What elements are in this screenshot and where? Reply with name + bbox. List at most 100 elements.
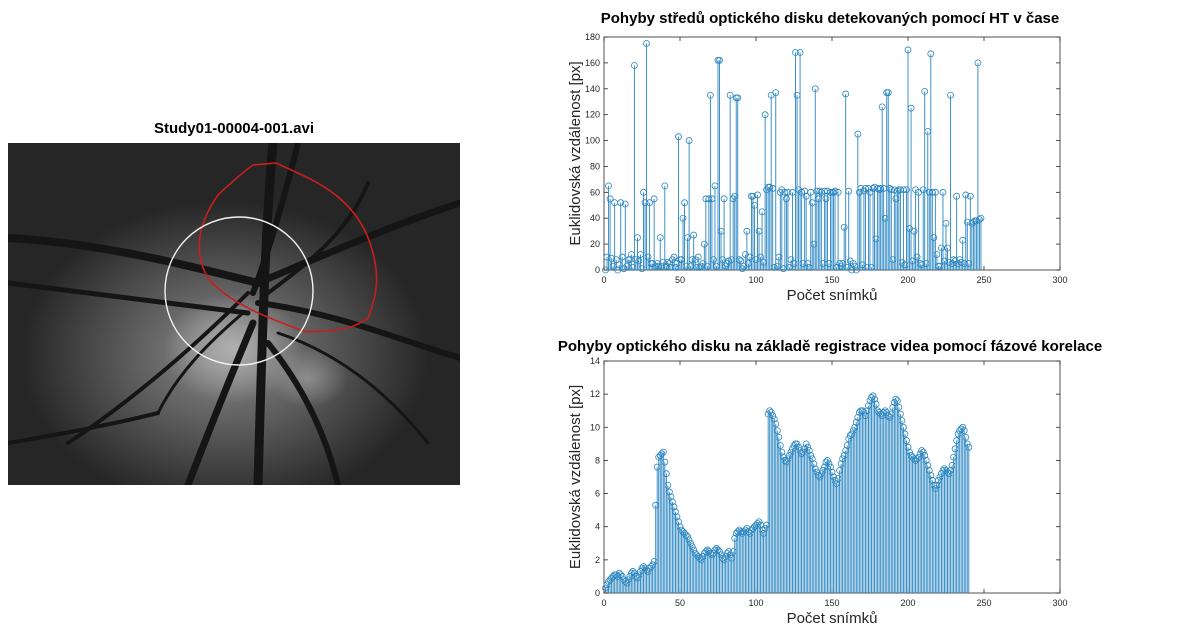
stem-marker bbox=[953, 192, 961, 200]
y-tick-label: 100 bbox=[585, 136, 600, 146]
stem-marker bbox=[706, 91, 714, 99]
stem-marker bbox=[668, 498, 676, 506]
stem-marker bbox=[775, 433, 783, 441]
stem-marker bbox=[682, 531, 690, 539]
stem-marker bbox=[959, 423, 967, 431]
y-tick-label: 4 bbox=[595, 522, 600, 532]
stem-marker bbox=[931, 188, 939, 196]
chart-phase-svg: Pohyby optického disku na základě regist… bbox=[558, 338, 1102, 627]
stem-marker bbox=[766, 183, 774, 191]
stem-marker bbox=[743, 227, 751, 235]
stem-marker bbox=[757, 253, 764, 261]
stem-marker bbox=[830, 188, 837, 196]
stem-marker bbox=[886, 185, 894, 192]
stem-marker bbox=[910, 227, 918, 235]
stem-marker bbox=[667, 493, 675, 501]
stem-marker bbox=[627, 569, 635, 577]
y-tick-label: 20 bbox=[590, 239, 600, 249]
x-tick-label: 250 bbox=[976, 275, 991, 285]
stem-marker bbox=[962, 191, 970, 199]
stem-marker bbox=[919, 448, 927, 456]
stem-marker bbox=[658, 450, 666, 458]
stem-marker bbox=[675, 518, 682, 526]
stem-marker bbox=[930, 234, 938, 242]
stem-marker bbox=[685, 536, 693, 544]
chart-ht-svg: Pohyby středů optického disku detekovaný… bbox=[567, 10, 1068, 304]
chart-ht-movement: Pohyby středů optického disku detekovaný… bbox=[520, 0, 1180, 315]
stem-marker bbox=[720, 195, 728, 203]
stem-marker bbox=[776, 442, 784, 449]
stem-marker bbox=[901, 430, 909, 438]
stem-marker bbox=[906, 448, 913, 456]
stem-marker bbox=[965, 443, 973, 451]
x-tick-label: 0 bbox=[601, 275, 606, 285]
stem-marker bbox=[635, 257, 643, 265]
stem-marker bbox=[681, 199, 688, 207]
stem-marker bbox=[754, 191, 761, 199]
stem-marker bbox=[634, 234, 641, 242]
y-tick-label: 80 bbox=[590, 161, 600, 171]
x-tick-label: 300 bbox=[1052, 598, 1067, 608]
stem-marker bbox=[694, 253, 702, 261]
stem-marker bbox=[925, 466, 933, 474]
stem-marker bbox=[690, 546, 698, 554]
stem-marker bbox=[900, 423, 907, 431]
chart-phase-correlation: Pohyby optického disku na základě regist… bbox=[480, 333, 1180, 633]
stem-marker bbox=[629, 568, 637, 575]
x-tick-label: 100 bbox=[748, 598, 763, 608]
stem-marker bbox=[676, 523, 684, 531]
stem-marker bbox=[807, 452, 815, 459]
stem-marker bbox=[784, 188, 792, 196]
y-tick-label: 0 bbox=[595, 588, 600, 598]
stem-marker bbox=[927, 50, 935, 58]
y-tick-label: 60 bbox=[590, 187, 600, 197]
x-tick-label: 50 bbox=[675, 598, 685, 608]
stem-marker bbox=[716, 548, 723, 555]
optic-disc-highlight bbox=[163, 293, 303, 403]
stem-marker bbox=[904, 443, 912, 451]
y-axis-label: Euklidovská vzdálenost [px] bbox=[567, 385, 584, 569]
y-tick-label: 40 bbox=[590, 213, 600, 223]
stem-marker bbox=[802, 192, 810, 200]
stem-marker bbox=[684, 234, 692, 242]
stem-marker bbox=[726, 91, 734, 99]
stem-marker bbox=[966, 192, 974, 200]
stem-marker bbox=[673, 513, 681, 521]
stem-marker bbox=[661, 182, 669, 190]
stem-marker bbox=[702, 548, 710, 555]
stem-marker bbox=[643, 40, 650, 47]
x-axis-label: Počet snímků bbox=[787, 287, 878, 304]
stem-marker bbox=[779, 453, 787, 461]
stem-marker bbox=[641, 199, 649, 207]
stem-marker bbox=[670, 503, 678, 511]
x-tick-label: 100 bbox=[748, 275, 763, 285]
stem-marker bbox=[631, 62, 638, 69]
stem-marker bbox=[898, 417, 906, 425]
y-tick-label: 10 bbox=[590, 422, 600, 432]
y-tick-label: 6 bbox=[595, 489, 600, 499]
stem-marker bbox=[960, 427, 968, 434]
stem-marker bbox=[621, 200, 629, 208]
chart-title: Pohyby středů optického disku detekovaný… bbox=[601, 10, 1059, 27]
y-tick-label: 14 bbox=[590, 356, 600, 366]
chart-title: Pohyby optického disku na základě regist… bbox=[558, 338, 1102, 355]
stem-marker bbox=[778, 448, 786, 456]
stem-marker bbox=[892, 395, 900, 403]
stem-marker bbox=[656, 234, 664, 242]
y-axis-label: Euklidovská vzdálenost [px] bbox=[567, 61, 584, 245]
stem-marker bbox=[918, 447, 926, 454]
stem-marker bbox=[933, 251, 941, 258]
stem-marker bbox=[795, 443, 802, 451]
stem-series bbox=[602, 392, 973, 593]
stem-marker bbox=[813, 468, 821, 476]
stem-marker bbox=[903, 186, 910, 194]
stem-marker bbox=[872, 400, 880, 408]
y-tick-label: 0 bbox=[595, 265, 600, 275]
y-tick-label: 12 bbox=[590, 389, 600, 399]
stem-marker bbox=[617, 571, 625, 579]
stem-marker bbox=[910, 455, 918, 463]
stem-marker bbox=[840, 223, 848, 231]
stem-marker bbox=[878, 103, 886, 111]
stem-marker bbox=[618, 573, 626, 580]
stem-marker bbox=[772, 420, 780, 428]
